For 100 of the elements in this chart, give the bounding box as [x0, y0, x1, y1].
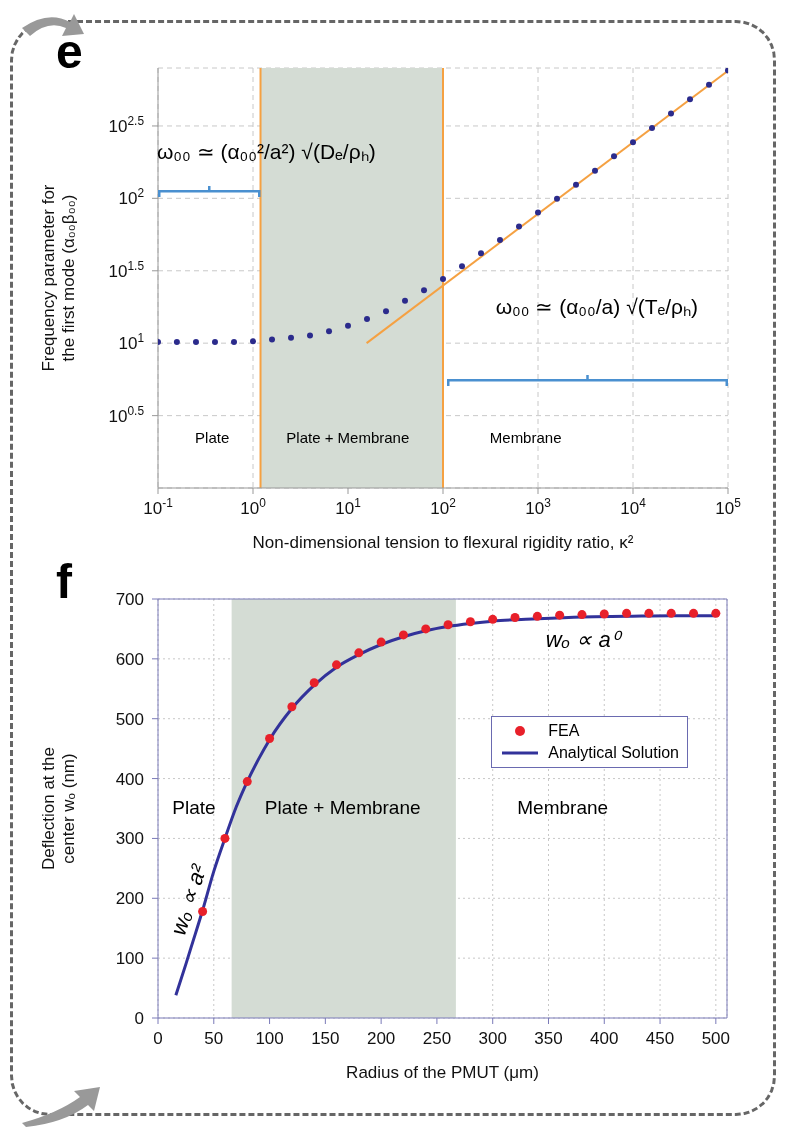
- point: [644, 608, 654, 618]
- point: [220, 833, 230, 843]
- point: [532, 611, 542, 621]
- point: [307, 332, 313, 339]
- point: [687, 96, 693, 103]
- point: [555, 610, 565, 620]
- point: [497, 236, 503, 243]
- point: [173, 338, 180, 345]
- point: [711, 608, 721, 618]
- y-axis-title: Deflection at the center wₒ (nm): [39, 747, 78, 870]
- point: [192, 338, 199, 345]
- point: [376, 637, 386, 647]
- annotation: Plate: [172, 796, 216, 819]
- point: [231, 338, 237, 345]
- point: [510, 613, 520, 623]
- point: [288, 334, 294, 341]
- annotation: wₒ ∝ a²: [165, 861, 213, 939]
- legend-label: FEA: [548, 720, 580, 741]
- point: [402, 297, 408, 304]
- x-tick-label: 250: [422, 1029, 452, 1048]
- point: [242, 777, 252, 787]
- point: [421, 624, 431, 634]
- point: [516, 223, 522, 230]
- x-tick-label: 150: [311, 1029, 340, 1048]
- point: [269, 336, 275, 343]
- y-axis-title: Frequency parameter for the first mode (α₀₀β₀₀): [39, 184, 78, 372]
- legend-label: Analytical Solution: [548, 742, 679, 763]
- point: [666, 608, 676, 618]
- x-tick-label: 500: [701, 1029, 731, 1048]
- x-tick-label: 450: [645, 1029, 675, 1048]
- x-tick-label: 0: [153, 1029, 163, 1048]
- point: [577, 610, 587, 620]
- y-tick-label: 100: [115, 949, 144, 969]
- annotation: Plate: [195, 428, 230, 446]
- point: [332, 660, 342, 670]
- chart-title: f: [56, 555, 72, 608]
- y-tick-label: 300: [115, 829, 144, 849]
- point: [706, 81, 712, 88]
- x-tick-label: 10$^{0}$: [240, 496, 267, 518]
- x-tick-label: 200: [366, 1029, 396, 1048]
- x-tick-label: 10$^{4}$: [620, 496, 647, 518]
- x-tick-label: 10$^{3}$: [525, 496, 552, 518]
- x-tick-label: 400: [590, 1029, 619, 1048]
- point: [592, 167, 598, 174]
- y-tick-label: 10$^{2.5}$: [108, 113, 145, 136]
- point: [630, 139, 636, 146]
- point: [649, 124, 655, 131]
- point: [535, 209, 541, 216]
- x-tick-label: 10$^{-1}$: [143, 496, 174, 518]
- point: [478, 250, 484, 257]
- x-tick-label: 350: [534, 1029, 563, 1048]
- point: [622, 608, 632, 618]
- y-tick-label: 700: [115, 590, 144, 609]
- annotation: Plate + Membrane: [286, 428, 410, 446]
- point: [265, 733, 275, 743]
- point: [326, 328, 332, 335]
- point: [398, 630, 408, 640]
- x-tick-label: 300: [478, 1029, 507, 1048]
- y-tick-label: 600: [115, 649, 144, 669]
- y-tick-label: 10$^{0.5}$: [108, 403, 145, 426]
- point: [383, 308, 389, 315]
- x-tick-label: 10$^{2}$: [430, 496, 457, 518]
- point: [443, 620, 453, 630]
- point: [421, 287, 427, 294]
- point: [354, 648, 364, 658]
- point: [287, 702, 297, 712]
- x-axis-title: Radius of the PMUT (μm): [346, 1063, 539, 1082]
- annotation: ω₀₀ ≃ (α₀₀/a) √(Tₑ/ρₕ): [495, 295, 699, 319]
- point: [440, 276, 446, 283]
- annotation: Plate + Membrane: [264, 796, 421, 819]
- y-tick-label: 10$^{2}$: [118, 186, 145, 209]
- point: [689, 608, 699, 618]
- y-tick-label: 400: [115, 769, 144, 789]
- y-tick-label: 10$^{1.5}$: [108, 258, 145, 281]
- point: [211, 338, 218, 345]
- point: [309, 678, 319, 688]
- point: [345, 322, 351, 329]
- point: [198, 906, 208, 916]
- x-axis-title: Non-dimensional tension to flexural rigidity ratio, κ²: [252, 533, 634, 552]
- point: [364, 315, 370, 322]
- x-tick-label: 100: [255, 1029, 284, 1048]
- x-tick-label: 50: [204, 1029, 224, 1048]
- point: [554, 195, 560, 202]
- point: [573, 181, 579, 188]
- point: [465, 617, 475, 627]
- x-tick-label: 10$^{5}$: [715, 496, 742, 518]
- point: [668, 110, 674, 117]
- point: [250, 338, 256, 345]
- y-tick-label: 10$^{1}$: [118, 331, 145, 354]
- annotation: Membrane: [517, 796, 609, 819]
- y-tick-label: 0: [134, 1009, 144, 1028]
- point: [611, 153, 617, 160]
- y-tick-label: 200: [115, 889, 144, 909]
- point: [488, 614, 498, 624]
- y-tick-label: 500: [115, 709, 144, 729]
- annotation: Membrane: [489, 428, 562, 446]
- point: [459, 263, 465, 270]
- point: [599, 609, 609, 619]
- chart-title: e: [56, 25, 83, 78]
- x-tick-label: 10$^{1}$: [335, 496, 362, 518]
